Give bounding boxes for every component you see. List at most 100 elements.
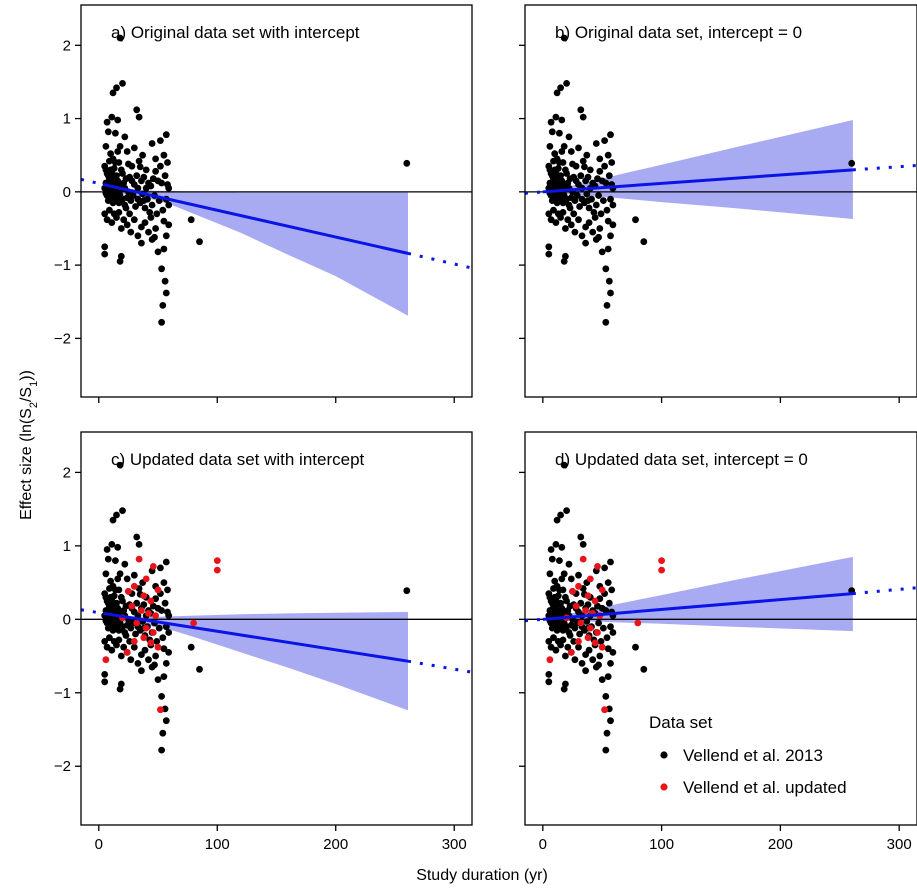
panel-title: b) Original data set, intercept = 0 bbox=[555, 23, 802, 42]
data-point-original bbox=[605, 172, 613, 180]
data-point-original bbox=[115, 209, 123, 216]
data-point-original bbox=[609, 649, 617, 656]
data-point-original bbox=[559, 209, 567, 216]
data-point-original bbox=[108, 113, 116, 121]
data-point-original bbox=[114, 543, 122, 551]
data-point-original bbox=[107, 577, 114, 585]
data-point-original bbox=[147, 214, 155, 221]
data-point-original bbox=[403, 159, 411, 167]
data-point-original bbox=[152, 167, 160, 175]
data-point-original bbox=[102, 570, 110, 578]
data-point-updated bbox=[582, 607, 589, 614]
data-point-original bbox=[584, 601, 592, 608]
data-point-updated bbox=[591, 639, 599, 647]
data-point-original bbox=[565, 133, 573, 141]
data-point-original bbox=[604, 217, 612, 225]
data-point-original bbox=[576, 203, 583, 210]
data-point-original bbox=[545, 210, 553, 218]
data-point-original bbox=[571, 197, 579, 205]
data-point-updated bbox=[154, 643, 162, 651]
data-point-original bbox=[117, 652, 125, 660]
fit-line bbox=[542, 592, 853, 621]
y-axis-title-pre: Effect size (ln(S bbox=[18, 408, 35, 520]
data-point-updated bbox=[145, 610, 152, 617]
data-point-original bbox=[596, 167, 604, 175]
data-point-original bbox=[581, 163, 588, 171]
data-point-original bbox=[117, 252, 125, 260]
data-point-original bbox=[560, 258, 568, 265]
data-point-original bbox=[598, 676, 606, 683]
data-point-original bbox=[596, 225, 604, 232]
data-point-original bbox=[101, 671, 109, 678]
data-point-original bbox=[130, 144, 138, 152]
data-point-original bbox=[159, 206, 167, 214]
data-point-original bbox=[158, 693, 166, 700]
data-point-original bbox=[145, 656, 152, 664]
data-point-original bbox=[604, 245, 612, 253]
data-point-original bbox=[562, 225, 569, 232]
y-tick-label: 1 bbox=[63, 111, 71, 128]
data-point-original bbox=[595, 661, 602, 669]
data-point-original bbox=[586, 166, 594, 174]
data-point-original bbox=[562, 680, 569, 688]
data-point-original bbox=[142, 166, 150, 174]
data-point-original bbox=[106, 634, 113, 642]
data-point-original bbox=[571, 624, 579, 632]
data-point-original bbox=[112, 557, 119, 564]
data-point-original bbox=[545, 678, 553, 686]
data-point-original bbox=[579, 157, 587, 165]
data-point-original bbox=[103, 546, 111, 553]
data-point-original bbox=[134, 184, 142, 192]
data-point-original bbox=[583, 618, 591, 625]
data-point-original bbox=[122, 204, 130, 212]
data-point-original bbox=[607, 131, 614, 139]
data-point-original bbox=[161, 172, 169, 180]
data-point-original bbox=[158, 265, 166, 273]
data-point-original bbox=[162, 232, 170, 240]
data-point-original bbox=[596, 652, 604, 660]
data-point-updated bbox=[154, 586, 162, 594]
data-point-updated bbox=[598, 586, 606, 594]
data-point-original bbox=[154, 248, 162, 256]
data-point-original bbox=[160, 217, 168, 225]
data-point-original bbox=[567, 148, 575, 155]
data-point-original bbox=[101, 250, 109, 258]
data-point-original bbox=[135, 113, 143, 121]
data-point-original bbox=[101, 210, 109, 218]
data-point-original bbox=[607, 660, 614, 667]
data-point-updated bbox=[575, 638, 582, 645]
data-point-original bbox=[116, 258, 124, 265]
data-point-original bbox=[558, 575, 566, 583]
y-axis-title: Effect size (ln(S2/S1)) bbox=[18, 370, 40, 520]
data-point-original bbox=[120, 643, 128, 651]
data-point-original bbox=[116, 461, 124, 469]
data-point-original bbox=[583, 151, 591, 159]
data-point-original bbox=[165, 221, 173, 229]
data-point-updated bbox=[140, 592, 148, 600]
data-point-original bbox=[126, 638, 133, 645]
data-point-original bbox=[159, 729, 167, 737]
data-point-original bbox=[113, 172, 120, 180]
data-point-original bbox=[148, 140, 156, 147]
data-point-original bbox=[579, 541, 587, 548]
data-point-updated bbox=[586, 624, 594, 632]
data-point-updated bbox=[591, 597, 599, 605]
panel-title: d) Updated data set, intercept = 0 bbox=[555, 450, 808, 469]
data-point-original bbox=[127, 656, 135, 664]
data-point-original bbox=[108, 541, 116, 548]
data-point-updated bbox=[102, 656, 110, 664]
data-point-original bbox=[153, 210, 161, 218]
data-point-original bbox=[109, 626, 117, 634]
data-point-original bbox=[575, 216, 582, 224]
y-tick-label: 2 bbox=[63, 464, 71, 481]
data-point-original bbox=[545, 671, 553, 678]
panel-b: b) Original data set, intercept = 0 bbox=[519, 4, 917, 403]
fit-line-extrapolation-right bbox=[852, 586, 917, 596]
data-point-original bbox=[196, 665, 203, 673]
y-tick-label: 0 bbox=[63, 611, 71, 628]
data-point-original bbox=[165, 649, 173, 656]
data-point-original bbox=[548, 555, 556, 563]
data-point-original bbox=[114, 604, 122, 612]
data-point-original bbox=[141, 646, 149, 654]
